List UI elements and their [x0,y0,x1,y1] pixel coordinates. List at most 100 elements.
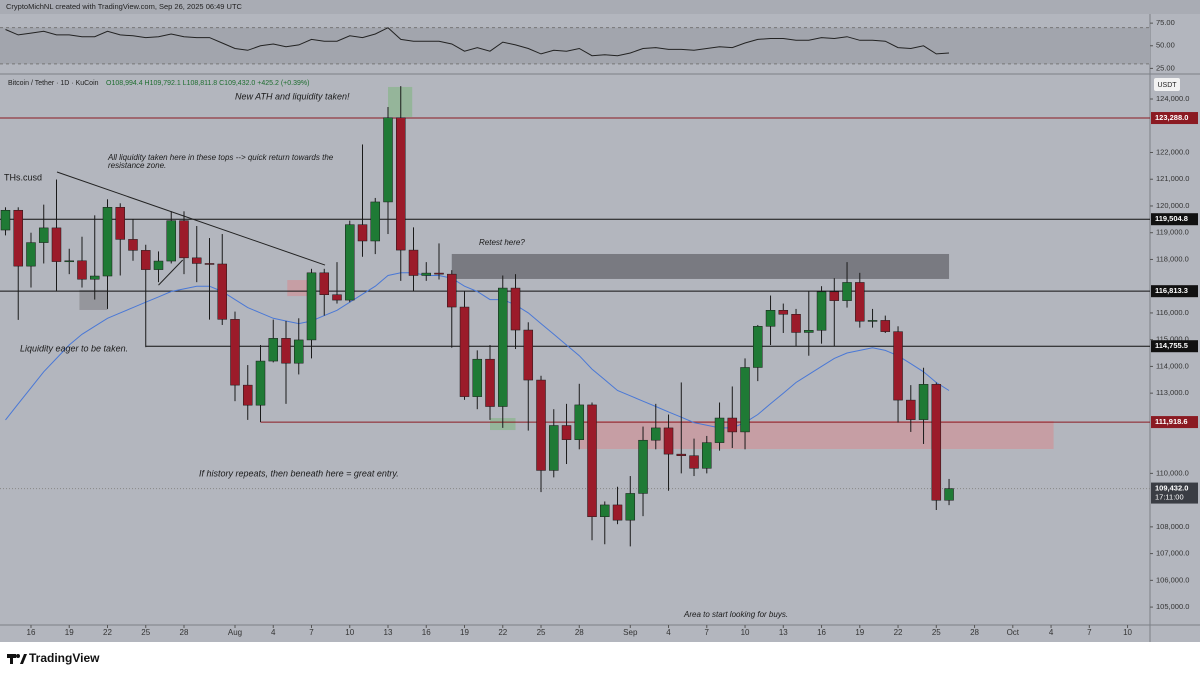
candle-body [561,425,572,440]
x-tick-label: 4 [666,628,671,637]
footer-bar [0,642,1200,674]
level-label: 119,504.8 [1155,214,1188,223]
candle-body [638,439,648,494]
candle-body [115,207,125,240]
x-tick-label: 28 [575,628,584,637]
y-tick-label: 106,000.0 [1156,575,1189,584]
candle-body [842,282,852,301]
candle-body [893,331,903,401]
y-tick-label: 122,000.0 [1156,147,1189,156]
level-label: 114,755.5 [1155,341,1188,350]
candle-body [523,329,534,381]
candle-body [791,314,801,333]
currency-label: USDT [1157,82,1177,89]
x-tick-label: 19 [460,628,469,637]
candle-body [714,417,725,443]
x-tick-label: 16 [817,628,826,637]
ohlc-legend: O108,994.4 H109,792.1 L108,811.8 C109,43… [106,80,309,87]
candle-body [89,275,100,280]
candle-body [294,339,304,364]
candle-body [217,263,227,320]
trendline [158,259,184,286]
candle-body [625,493,636,521]
candle-body [153,260,164,270]
candle-body [51,227,62,262]
x-tick-label: 10 [741,628,750,637]
x-tick-label: 7 [1087,628,1092,637]
candle-body [102,207,113,277]
annotation: Area to start looking for buys. [683,610,788,619]
annotation: If history repeats, then beneath here = … [199,468,399,478]
candle-body [663,427,674,455]
x-tick-label: 16 [27,628,36,637]
candle-body [13,209,23,267]
x-tick-label: 13 [384,628,393,637]
candle-body [855,282,865,322]
annotation: Retest here? [479,238,525,247]
candle-body [447,273,457,308]
candle-body [472,358,483,397]
candle-body [77,260,87,280]
candle-body [345,224,355,301]
candle-body [64,260,74,263]
y-tick-label: 50.00 [1156,41,1175,50]
candle-body [600,504,610,517]
y-tick-label: 108,000.0 [1156,522,1189,531]
zone [388,86,413,117]
candle-body [242,384,253,406]
candle-body [319,272,330,295]
candle-body [816,291,827,331]
candle-body [804,330,814,333]
candle-body [880,320,891,332]
candle-body [740,367,750,433]
level-label-box [1151,340,1198,353]
chart-background [0,0,1200,642]
candle-body [765,310,776,327]
y-tick-label: 110,000.0 [1156,468,1189,477]
candle-body [778,310,789,315]
x-tick-label: 7 [309,628,314,637]
candle-body [702,442,712,469]
rsi-band [0,27,1150,64]
x-tick-label: 25 [141,628,150,637]
candle-body [140,250,151,270]
zone [451,253,950,279]
candle-body [357,224,368,242]
last-price-box [1151,482,1198,504]
zone [579,421,1054,450]
annotation: New ATH and liquidity taken! [235,91,350,101]
y-tick-label: 121,000.0 [1156,174,1189,183]
candle-body [38,227,49,243]
y-tick-label: 105,000.0 [1156,602,1189,611]
candle-body [281,338,291,364]
annotation: THs.cusd [4,172,42,182]
x-tick-label: 28 [180,628,189,637]
symbol-legend: Bitcoin / Tether · 1D · KuCoin [8,80,99,87]
y-tick-label: 118,000.0 [1156,254,1189,263]
candle-body [498,287,508,407]
candle-body [191,257,202,264]
x-tick-label: 28 [970,628,979,637]
header-bar [0,0,1200,14]
moving-average [5,272,950,429]
y-tick-label: 119,000.0 [1156,228,1189,237]
x-tick-label: Sep [623,628,638,637]
y-tick-label: 75.00 [1156,18,1175,27]
zone [287,280,309,297]
level-label-box [1151,285,1198,298]
candle-body [179,220,189,259]
y-tick-label: 107,000.0 [1156,549,1189,558]
candle-body [510,287,521,331]
candle-body [396,117,406,251]
candle-body [485,358,495,407]
x-tick-label: 22 [103,628,112,637]
candle-body [549,425,559,471]
candle-body [829,291,840,301]
level-label: 123,288.0 [1155,113,1188,122]
x-tick-label: 19 [65,628,74,637]
level-label: 116,813.3 [1155,286,1188,295]
candle-body [536,379,546,471]
candle-body [574,404,585,440]
candle-body [459,306,470,397]
